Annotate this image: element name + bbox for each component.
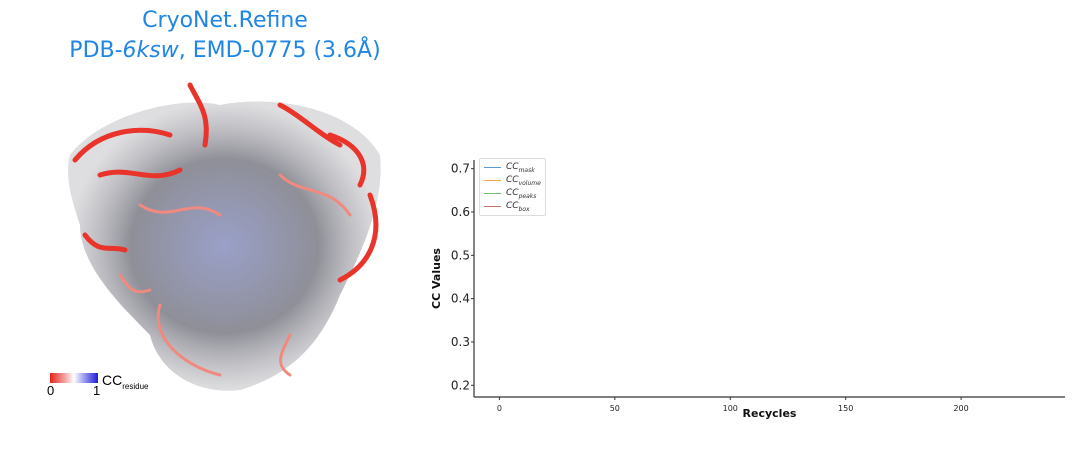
legend-item-mask: CCmask <box>480 161 545 174</box>
emd-info: , EMD-0775 (3.6Å) <box>178 38 381 63</box>
x-tick-label: 200 <box>953 404 968 413</box>
y-tick-label: 0.4 <box>451 292 470 306</box>
y-tick-label: 0.7 <box>451 162 470 176</box>
y-tick-label: 0.5 <box>451 248 470 262</box>
y-tick-label: 0.2 <box>451 378 470 392</box>
pdb-id: 6ksw <box>122 38 179 63</box>
legend-label: CCbox <box>506 200 530 213</box>
x-tick-label: 100 <box>723 404 738 413</box>
legend-item-box: CCbox <box>480 200 545 213</box>
figure-title: CryoNet.Refine <box>142 8 308 33</box>
x-axis-label: Recycles <box>743 407 797 420</box>
legend-swatch <box>484 179 501 182</box>
figure-subtitle: PDB-6ksw, EMD-0775 (3.6Å) <box>60 38 390 63</box>
legend-swatch <box>484 192 501 195</box>
pdb-prefix: PDB- <box>69 38 123 63</box>
legend-item-volume: CCvolume <box>480 174 545 187</box>
y-axis-label: CC Values <box>430 248 443 309</box>
legend-label: CCvolume <box>506 174 541 187</box>
colorbar-max-label: 1 <box>93 383 101 398</box>
legend-swatch <box>484 205 501 208</box>
legend-label: CCmask <box>506 161 535 174</box>
colorbar <box>50 373 98 383</box>
y-tick-label: 0.6 <box>451 205 470 219</box>
x-tick-label: 50 <box>610 404 620 413</box>
protein-structure-render <box>68 82 381 391</box>
legend-swatch <box>484 166 501 169</box>
x-tick-label: 0 <box>497 404 502 413</box>
colorbar-label: CCresidue <box>102 372 149 391</box>
legend-item-peaks: CCpeaks <box>480 187 545 200</box>
colorbar-min-label: 0 <box>47 383 55 398</box>
y-tick-label: 0.3 <box>451 335 470 349</box>
x-tick-label: 150 <box>838 404 853 413</box>
legend-label: CCpeaks <box>506 187 537 200</box>
chart-legend: CCmask CCvolume CCpeaks CCbox <box>479 158 546 216</box>
